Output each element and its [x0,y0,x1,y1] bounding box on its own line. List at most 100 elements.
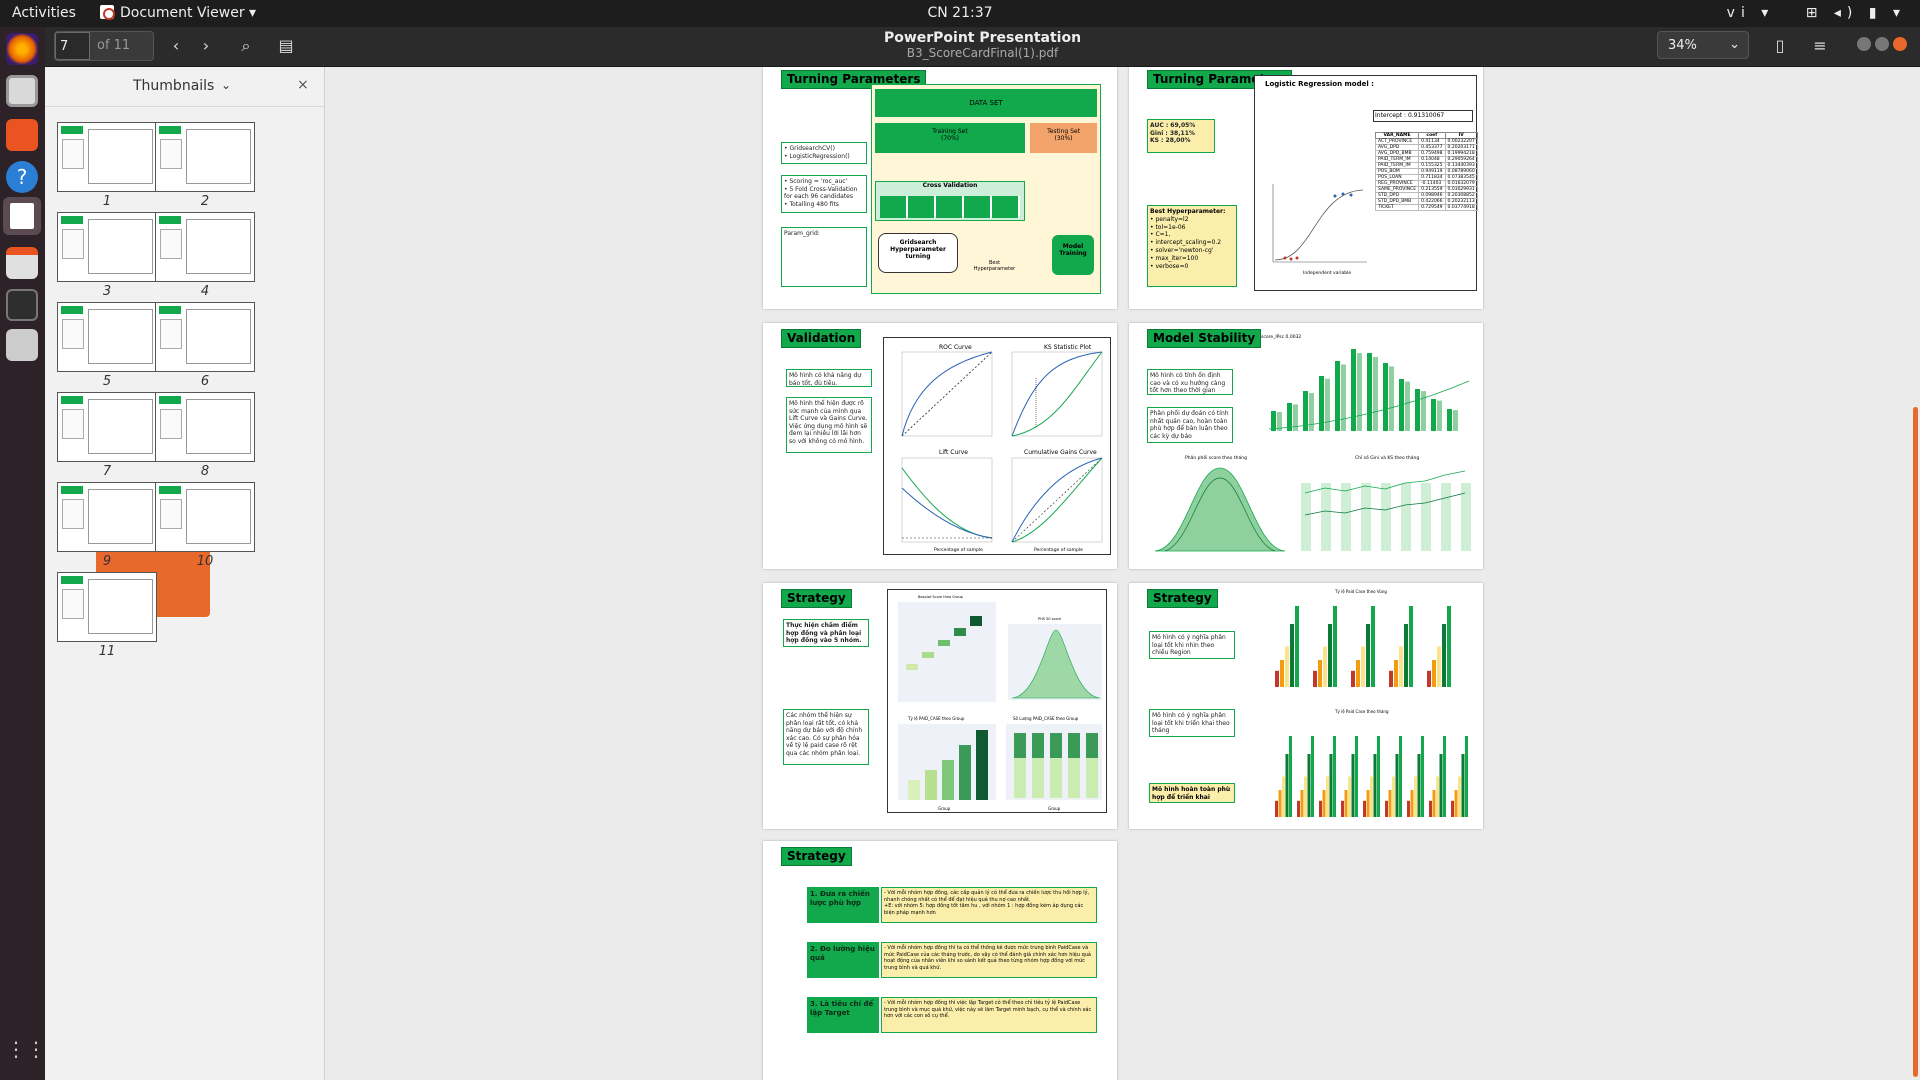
zoom-select[interactable]: 34% ⌄ [1657,31,1749,59]
page-10: Strategy Mô hình có ý nghĩa phân loại tố… [1129,583,1483,829]
bar [1367,353,1372,431]
bar [1319,800,1322,817]
page-11: Strategy 1. Đưa ra chiến lược phù hợp - V… [763,841,1117,1080]
scrollbar[interactable] [1912,67,1920,1080]
minimize-button[interactable] [1857,37,1871,51]
table-cell: 0.729549 [1418,204,1446,211]
page-7: Validation Mô hình có khả năng dự báo tố… [763,323,1117,569]
page-thumbnail[interactable] [155,212,255,282]
bar [1458,776,1461,817]
stability-dist-charts: Phân phối score theo tháng Chỉ số Gini v… [1154,454,1471,552]
bar [1086,733,1098,758]
bar [1373,754,1377,817]
table-cell: 0.949119 [1418,168,1446,175]
close-button[interactable] [1893,37,1907,51]
page-thumbnail[interactable] [57,212,157,282]
page-thumbnail[interactable] [155,302,255,372]
libreoffice-impress-icon[interactable] [6,247,38,279]
table-cell: 0.422066 [1418,198,1446,205]
chevron-left-icon: ‹ [172,36,180,55]
page-thumbnail[interactable] [155,122,255,192]
table-row: POS_LOAN 0.711834 0.07383545 [1374,174,1478,181]
maximize-button[interactable] [1875,37,1889,51]
software-center-icon[interactable] [6,119,38,151]
prev-page-button[interactable]: ‹ [161,31,191,61]
bar [1032,733,1044,758]
thumbnail-page-number: 3 [102,284,112,299]
page-thumbnail[interactable] [155,482,255,552]
thumbnail-page-number: 11 [98,644,116,659]
table-cell: 0.453377 [1418,144,1446,151]
bar [1399,736,1402,817]
activities-button[interactable]: Activities [12,5,76,21]
table-cell: TICKET [1374,204,1420,211]
best-hyper-label: Best Hyperparameter [973,260,1016,272]
table-row: TICKET 0.729549 0.03774918 [1374,204,1478,211]
sidebar-mode-label[interactable]: Thumbnails [133,78,215,94]
app-menu[interactable]: Document Viewer ▾ [100,5,256,21]
slide-text: Phân phối dự đoán có tính nhất quán cao,… [1147,407,1233,443]
slide-text: Param_grid: [784,230,820,237]
strategy-svg: Boxplot Score theo Group PHS 50 score Tỷ… [898,595,1102,811]
table-cell: REG_PROVINCE [1374,180,1420,187]
scrollbar-thumb[interactable] [1913,407,1918,1077]
bar [1341,364,1346,431]
chart-title: Tỷ lệ PAID_CASE theo Group [907,716,965,721]
bar [1341,483,1351,551]
next-page-button[interactable]: › [191,31,221,61]
page-thumbnail[interactable] [57,122,157,192]
lr-title: Logistic Regression model : [1265,80,1374,88]
bar [1432,790,1436,817]
terminal-icon[interactable] [6,289,38,321]
page-thumbnail[interactable] [57,302,157,372]
search-button[interactable]: ⌕ [231,31,261,61]
files-icon[interactable] [6,75,38,107]
page-thumbnail[interactable] [57,392,157,462]
menu-button[interactable]: ≡ [1805,31,1835,61]
slide-text: Thực hiện chấm điểm hợp đồng và phân loạ… [783,619,869,647]
bar [1323,646,1327,687]
screenshot-icon[interactable] [6,329,38,361]
close-sidebar-icon[interactable]: × [297,77,309,93]
bar [1421,483,1431,551]
bar [1303,391,1308,431]
chart-title: score_IPsc 0.0032 [1261,334,1301,340]
chart-title: Tỷ lệ Paid Case theo Vùng [1334,589,1387,594]
chart-title: Cumulative Gains Curve [1024,449,1097,456]
lang-indicator[interactable]: vi [1726,5,1751,21]
bar [1285,754,1289,817]
page-thumbnail[interactable] [155,392,255,462]
bar [1401,483,1411,551]
page-number-input[interactable]: 7 [55,32,90,60]
train-box: Training Set (70%) [875,123,1025,153]
bar [1014,758,1026,798]
document-view[interactable]: Turning Parameters • GridsearchCV() • Lo… [325,67,1920,1080]
hamburger-icon: ≡ [1813,36,1827,55]
bar [1333,606,1337,687]
page-thumbnail[interactable] [57,482,157,552]
thumbnail-page-number: 10 [196,554,214,569]
bar [1432,660,1436,687]
show-apps-icon[interactable]: ⋮⋮ [6,1037,46,1061]
table-cell: 0.20232113 [1444,198,1478,205]
bar [1427,670,1431,687]
slide-text: Mô hình có ý nghĩa phân loại tốt khi tri… [1149,709,1235,737]
chart-title: KS Statistic Plot [1044,344,1092,351]
chevron-down-icon[interactable]: ⌄ [221,78,232,92]
bar [1447,409,1452,431]
bar [1335,361,1340,431]
firefox-icon[interactable] [6,33,38,65]
table-cell: SAME_PROVINCE [1374,186,1420,193]
clock[interactable]: CN 21:37 [927,5,993,21]
bar [1363,800,1366,817]
annotations-button[interactable]: ▤ [271,31,301,61]
chevron-right-icon: › [202,36,210,55]
help-icon[interactable]: ? [6,161,38,193]
system-tray[interactable]: vi ▾ ⊞ ◂) ▮ ▾ [1726,5,1906,21]
bar [1318,660,1322,687]
document-viewer-icon [100,5,115,20]
gridsearch-box: Gridsearch Hyperparameter turning [878,233,958,273]
page-layout-button[interactable]: ▯ [1765,31,1795,61]
app-name: Document Viewer [120,5,245,21]
page-thumbnail[interactable] [57,572,157,642]
